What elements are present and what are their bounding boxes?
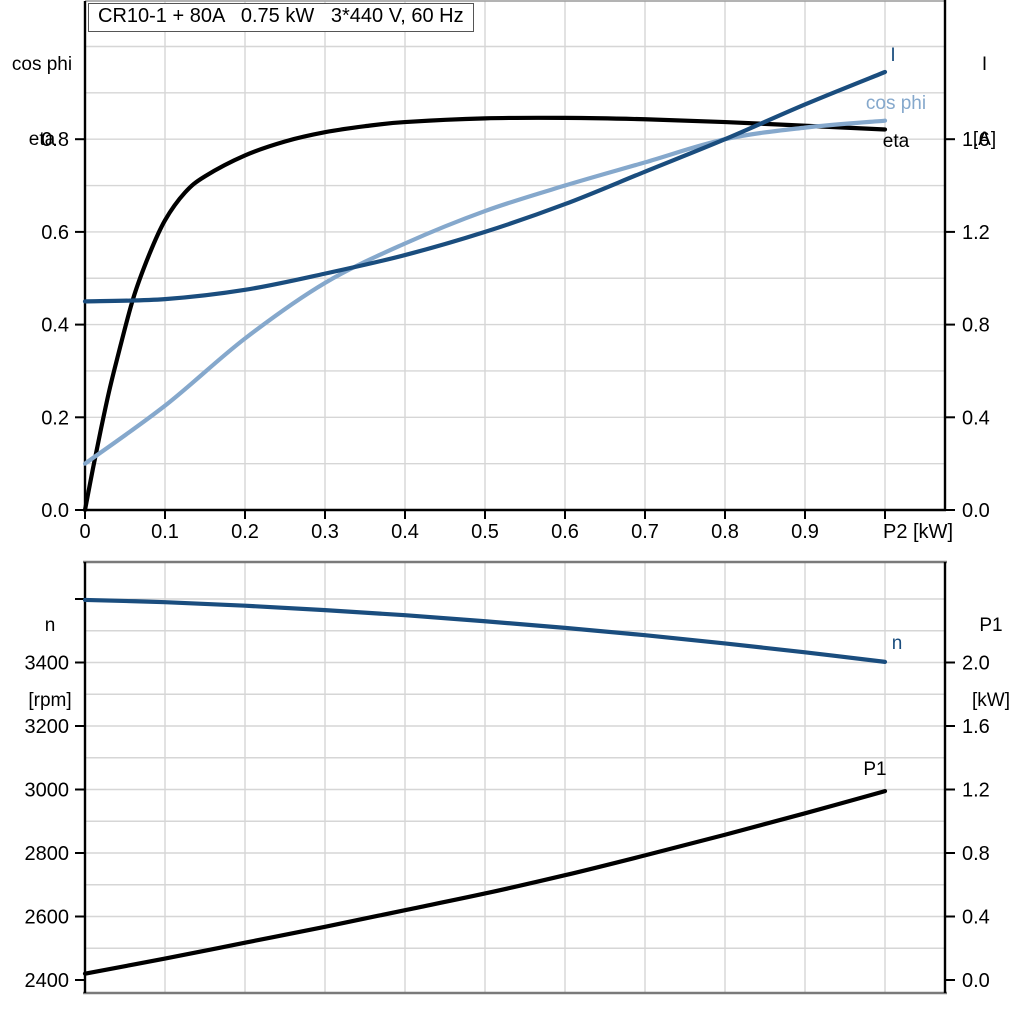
y-tick-label-left: 2400	[25, 970, 70, 992]
y-tick-label-right: 0.8	[962, 315, 990, 337]
eta-curve-label: eta	[882, 131, 910, 152]
y-tick-label-left: 2600	[25, 907, 70, 929]
x-tick-label: 0.1	[151, 521, 179, 543]
y-tick-label-right: 0.4	[962, 407, 990, 429]
x-tick-label: 0	[79, 521, 90, 543]
bottom-right-axis-title: P1 [kW]	[950, 563, 1024, 763]
kw-unit-label: [kW]	[972, 690, 1010, 711]
x-tick-label: 0.7	[631, 521, 659, 543]
chart-title-box: CR10-1 + 80A 0.75 kW 3*440 V, 60 Hz	[88, 3, 474, 32]
ampere-unit-label: [A]	[972, 129, 997, 150]
y-tick-label-left: 0.4	[41, 315, 69, 337]
x-axis-unit-label: P2 [kW]	[883, 521, 953, 543]
y-tick-label-right: 0.0	[962, 500, 990, 522]
y-tick-label-right: 0.4	[962, 907, 990, 929]
current-axis-title: I	[981, 54, 988, 75]
cos-phi-curve-label: cos phi	[865, 93, 927, 114]
rpm-unit-label: [rpm]	[28, 690, 72, 711]
cos-phi-curve	[82, 118, 888, 466]
x-tick-label: 0.4	[391, 521, 419, 543]
current-curve	[82, 69, 888, 304]
y-tick-label-left: 0.2	[41, 407, 69, 429]
speed-axis-title: n	[44, 615, 56, 636]
y-tick-label-right: 0.8	[962, 843, 990, 865]
top-left-axis-title: cos phi eta	[0, 2, 84, 202]
y-tick-label-right: 1.2	[962, 780, 990, 802]
p1-curve	[82, 788, 888, 976]
x-tick-label: 0.5	[471, 521, 499, 543]
x-tick-label: 0.6	[551, 521, 579, 543]
current-curve-label: I	[890, 45, 896, 66]
y-tick-label-left: 3400	[25, 653, 70, 675]
y-tick-label-left: 0.8	[41, 129, 69, 151]
y-tick-label-left: 0.0	[41, 500, 69, 522]
y-tick-label-right: 0.0	[962, 970, 990, 992]
eta-curve	[82, 115, 888, 513]
y-tick-label-right: 1.6	[962, 716, 990, 738]
y-tick-label-left: 2800	[25, 843, 70, 865]
speed-curve-label: n	[891, 633, 903, 654]
y-tick-label-right: 1.6	[962, 129, 990, 151]
y-tick-label-left: 0.6	[41, 222, 69, 244]
y-tick-label-right: 2.0	[962, 653, 990, 675]
speed-curve	[82, 597, 888, 664]
x-tick-label: 0.2	[231, 521, 259, 543]
y-tick-label-right: 1.2	[962, 222, 990, 244]
cos-phi-axis-title: cos phi	[11, 54, 73, 75]
top-right-axis-title: I [A]	[945, 2, 1024, 202]
p1-curve-label: P1	[863, 759, 887, 780]
bottom-left-axis-title: n [rpm]	[8, 563, 92, 763]
x-tick-label: 0.3	[311, 521, 339, 543]
x-tick-label: 0.9	[791, 521, 819, 543]
y-tick-label-left: 3200	[25, 716, 70, 738]
x-tick-label: 0.8	[711, 521, 739, 543]
y-tick-label-left: 3000	[25, 780, 70, 802]
eta-axis-title: eta	[28, 129, 56, 150]
p1-axis-title: P1	[979, 615, 1003, 636]
